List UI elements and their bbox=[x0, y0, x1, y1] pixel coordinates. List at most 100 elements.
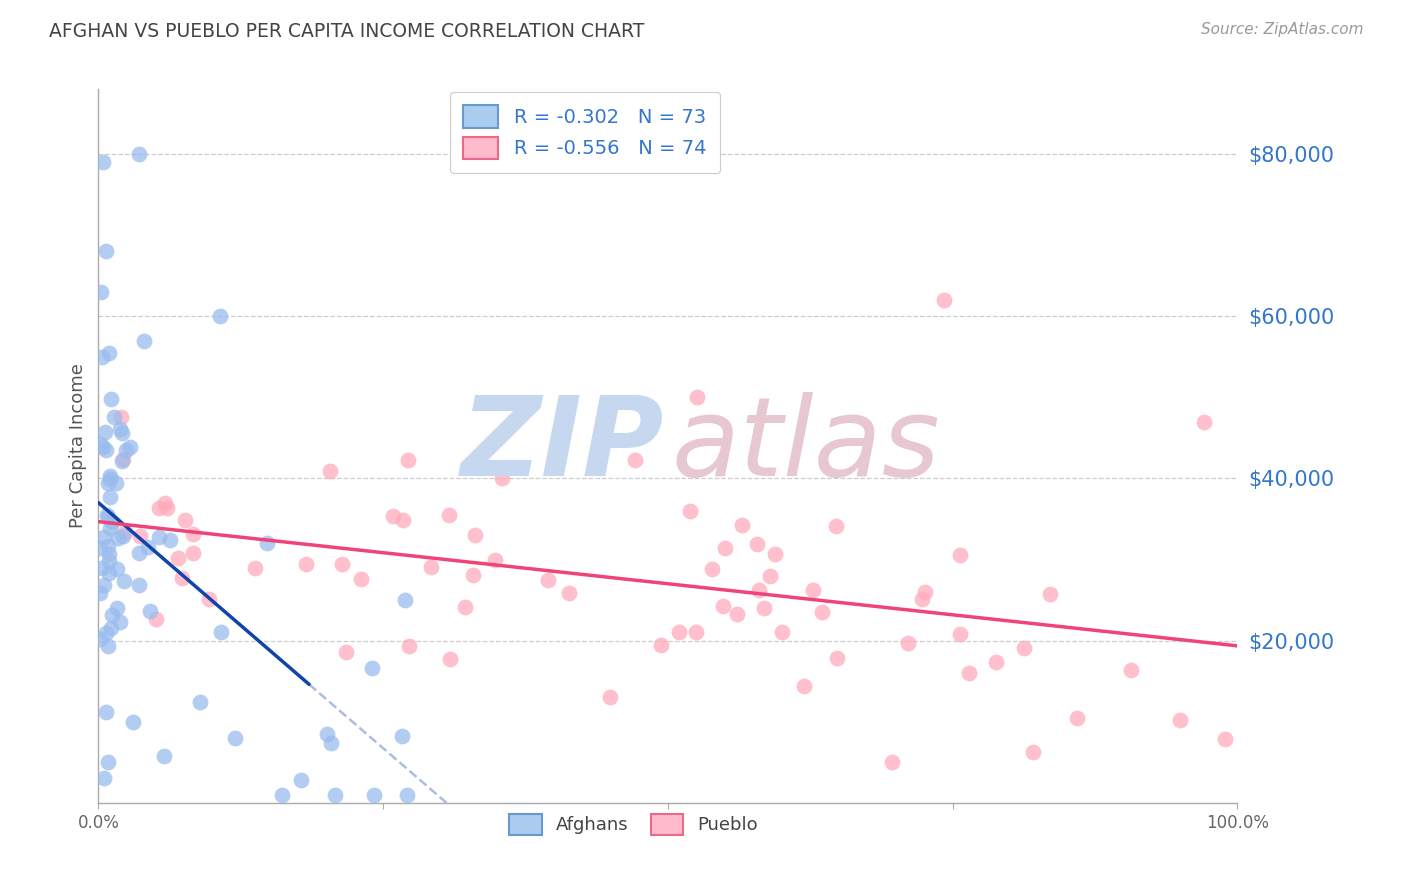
Point bbox=[679, 503, 702, 517]
Point bbox=[96, 626, 118, 640]
Point bbox=[1168, 713, 1191, 727]
Point bbox=[949, 627, 972, 641]
Point bbox=[93, 578, 115, 592]
Point bbox=[437, 508, 460, 523]
Point bbox=[91, 441, 114, 455]
Point bbox=[270, 788, 292, 802]
Point bbox=[650, 638, 672, 652]
Text: atlas: atlas bbox=[671, 392, 939, 500]
Point bbox=[770, 625, 793, 640]
Point bbox=[439, 652, 461, 666]
Point bbox=[396, 788, 419, 802]
Point bbox=[89, 541, 111, 556]
Point bbox=[112, 574, 135, 588]
Point bbox=[111, 452, 134, 467]
Point bbox=[136, 541, 159, 555]
Point bbox=[396, 453, 419, 467]
Point bbox=[392, 513, 415, 527]
Text: ZIP: ZIP bbox=[461, 392, 665, 500]
Point bbox=[295, 557, 318, 571]
Point bbox=[122, 714, 145, 729]
Point bbox=[463, 568, 485, 582]
Point bbox=[145, 612, 167, 626]
Point bbox=[128, 147, 150, 161]
Point bbox=[330, 557, 353, 571]
Point bbox=[752, 601, 775, 615]
Point bbox=[391, 729, 413, 743]
Point bbox=[183, 546, 205, 560]
Point bbox=[986, 655, 1008, 669]
Point bbox=[97, 345, 120, 359]
Point bbox=[90, 285, 112, 299]
Point bbox=[537, 573, 560, 587]
Point bbox=[94, 425, 117, 439]
Point bbox=[1121, 664, 1143, 678]
Point bbox=[558, 586, 581, 600]
Point bbox=[97, 554, 120, 568]
Point bbox=[181, 527, 204, 541]
Point bbox=[114, 524, 136, 539]
Point bbox=[759, 569, 782, 583]
Point bbox=[316, 727, 339, 741]
Point bbox=[100, 621, 122, 635]
Point bbox=[1039, 587, 1062, 601]
Point bbox=[464, 527, 486, 541]
Point bbox=[97, 539, 120, 553]
Point bbox=[89, 586, 111, 600]
Point bbox=[148, 501, 170, 516]
Point bbox=[491, 471, 513, 485]
Point bbox=[197, 592, 219, 607]
Point bbox=[290, 772, 312, 787]
Point bbox=[96, 705, 118, 719]
Point bbox=[134, 334, 156, 348]
Point bbox=[128, 578, 150, 592]
Point bbox=[243, 560, 266, 574]
Point bbox=[668, 624, 690, 639]
Point bbox=[1022, 745, 1045, 759]
Point bbox=[105, 601, 128, 615]
Point bbox=[730, 518, 752, 533]
Point bbox=[100, 515, 122, 529]
Point bbox=[361, 661, 384, 675]
Point bbox=[93, 772, 115, 786]
Point bbox=[97, 475, 120, 490]
Point bbox=[174, 513, 197, 527]
Point bbox=[156, 500, 179, 515]
Point bbox=[128, 546, 150, 560]
Point bbox=[793, 679, 815, 693]
Point bbox=[1213, 731, 1236, 746]
Point bbox=[98, 521, 121, 535]
Point bbox=[108, 615, 131, 630]
Point bbox=[484, 553, 506, 567]
Point bbox=[1194, 415, 1216, 429]
Point bbox=[349, 572, 371, 586]
Point bbox=[319, 736, 342, 750]
Point bbox=[685, 624, 707, 639]
Point bbox=[167, 550, 190, 565]
Point bbox=[101, 608, 124, 623]
Point bbox=[714, 541, 737, 556]
Point bbox=[624, 453, 647, 467]
Point bbox=[110, 422, 132, 436]
Point bbox=[825, 519, 848, 533]
Text: Source: ZipAtlas.com: Source: ZipAtlas.com bbox=[1201, 22, 1364, 37]
Legend: Afghans, Pueblo: Afghans, Pueblo bbox=[496, 801, 770, 847]
Point bbox=[686, 390, 709, 404]
Point bbox=[394, 592, 416, 607]
Point bbox=[97, 566, 120, 580]
Point bbox=[209, 625, 232, 640]
Point bbox=[152, 749, 174, 764]
Point bbox=[398, 640, 420, 654]
Point bbox=[104, 475, 127, 490]
Point bbox=[89, 632, 111, 646]
Point bbox=[94, 443, 117, 458]
Point bbox=[118, 441, 141, 455]
Point bbox=[420, 559, 443, 574]
Point bbox=[91, 155, 114, 169]
Point bbox=[702, 562, 724, 576]
Point bbox=[107, 531, 129, 545]
Point bbox=[801, 582, 824, 597]
Point bbox=[711, 599, 734, 613]
Point bbox=[363, 788, 385, 802]
Point bbox=[98, 469, 121, 483]
